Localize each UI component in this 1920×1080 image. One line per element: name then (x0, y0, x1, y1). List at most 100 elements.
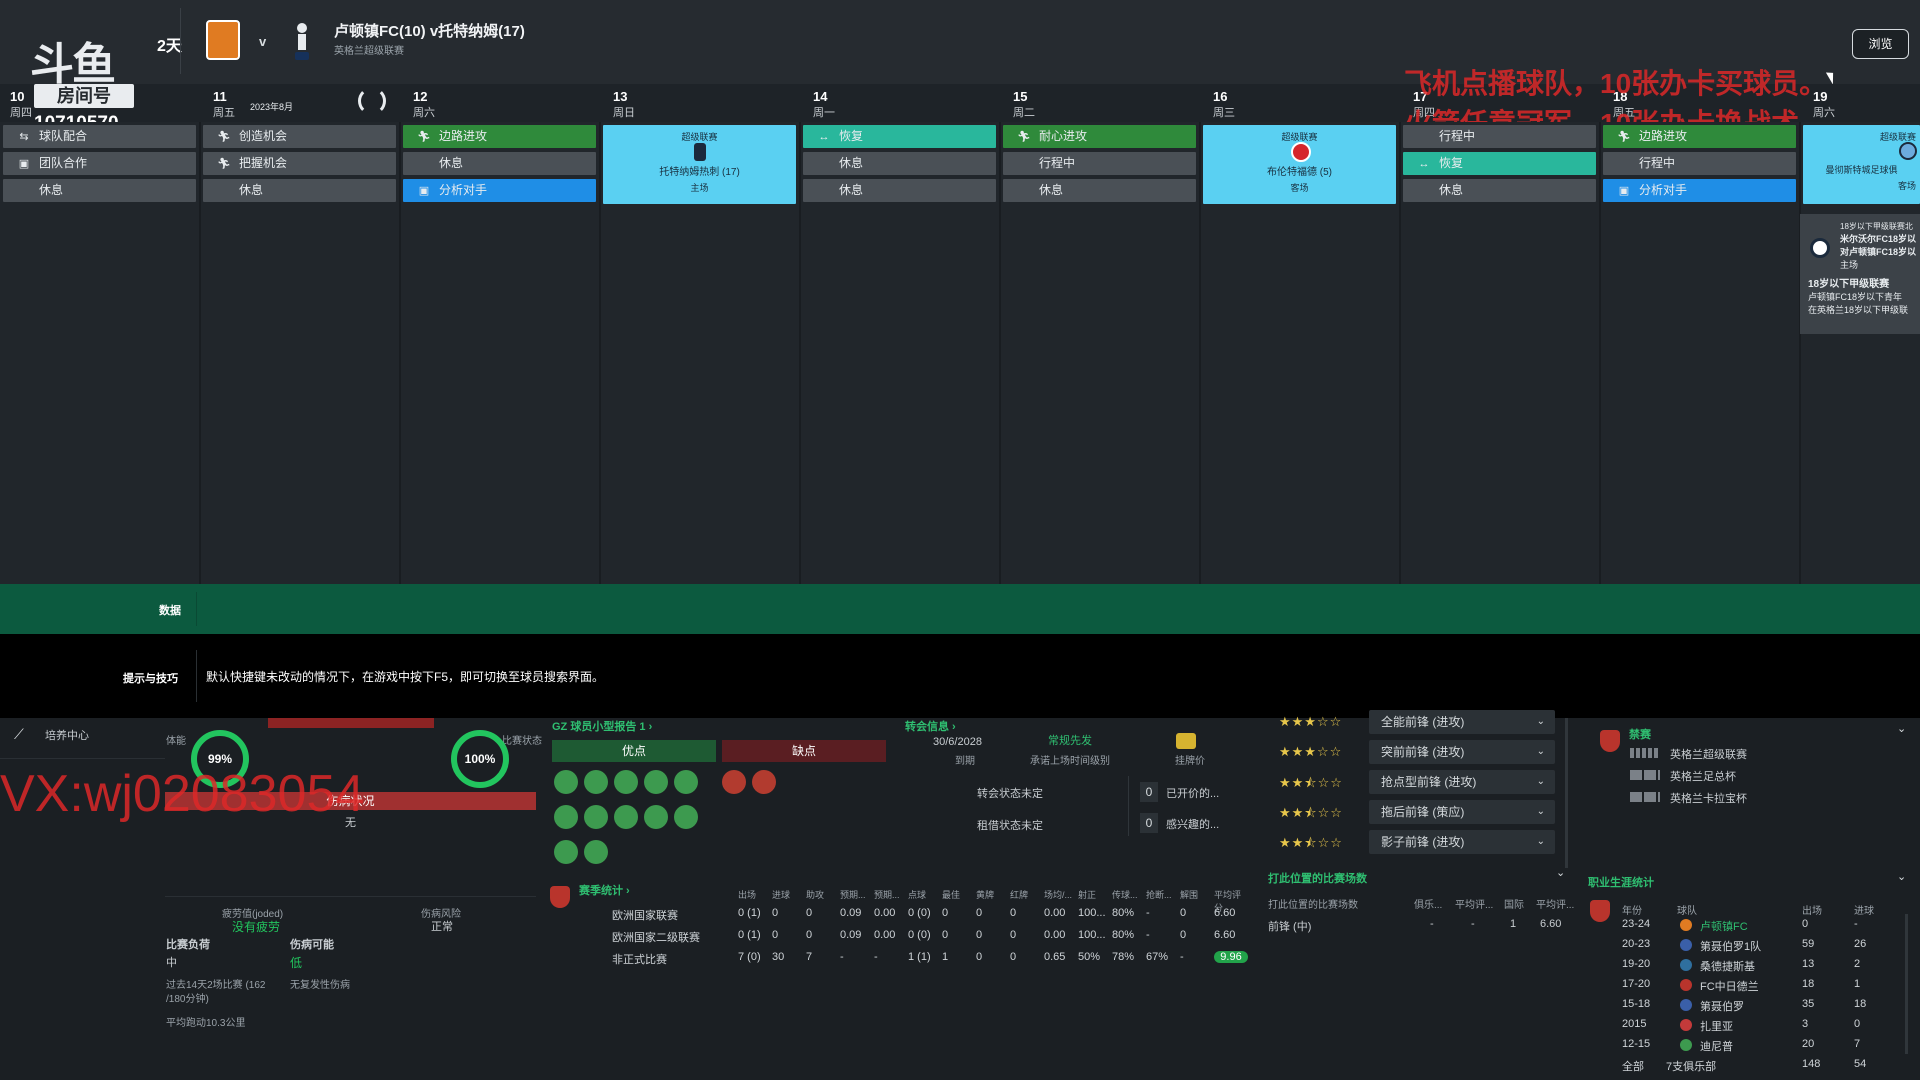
training-center-link[interactable]: 培养中心 (45, 730, 89, 742)
session-slot[interactable]: 🏃︎ 耐心进攻 (1003, 125, 1196, 148)
runner-icon: 🏃︎ (217, 131, 231, 143)
scrollbar[interactable] (1905, 914, 1908, 1054)
session-slot[interactable]: 行程中 (1003, 152, 1196, 175)
season-col-header[interactable]: 平均评分 (1214, 890, 1242, 913)
session-slot[interactable]: ▣ 分析对手 (403, 179, 596, 202)
role-dropdown[interactable]: 全能前锋 (进攻) ⌄ (1369, 710, 1555, 734)
attribute-icon[interactable] (554, 840, 578, 864)
session-slot[interactable]: ⇆ 球队配合 (3, 125, 196, 148)
session-slot[interactable]: 🏃︎ 把握机会 (203, 152, 396, 175)
attribute-icon[interactable] (614, 770, 638, 794)
attribute-icon[interactable] (722, 770, 746, 794)
season-col-header[interactable]: 最佳 (942, 890, 961, 900)
session-slot[interactable]: 行程中 (1403, 125, 1596, 148)
session-slot[interactable]: ↔ 恢复 (803, 125, 996, 148)
session-slot[interactable]: ▣ 分析对手 (1603, 179, 1796, 202)
attribute-icon[interactable] (614, 805, 638, 829)
day-header-19[interactable]: 19 周六 (1813, 89, 1913, 120)
season-col-header[interactable]: 抢断... (1146, 890, 1172, 900)
attribute-icon[interactable] (584, 805, 608, 829)
role-dropdown[interactable]: 抢点型前锋 (进攻) ⌄ (1369, 770, 1555, 794)
role-dropdown[interactable]: 影子前锋 (进攻) ⌄ (1369, 830, 1555, 854)
day-header-10[interactable]: 10 周四 (10, 89, 210, 120)
role-dropdown[interactable]: 突前前锋 (进攻) ⌄ (1369, 740, 1555, 764)
tottenham-crest-icon[interactable] (289, 20, 315, 62)
table-row[interactable]: 欧洲国家二级联赛 0 (1) 0 0 0.09 0.00 0 (0) 0 0 0 0.00 100..… (585, 926, 1250, 946)
youth-match-card[interactable]: 18岁以下甲级联赛北 米尔沃尔FC18岁以 对卢顿镇FC18岁以 主场 18岁以… (1800, 214, 1920, 334)
attribute-icon[interactable] (674, 805, 698, 829)
offers-label[interactable]: 已开价的... (1166, 788, 1220, 800)
data-tab[interactable]: 数据 (159, 605, 181, 617)
attribute-icon[interactable] (674, 770, 698, 794)
attribute-icon[interactable] (644, 805, 668, 829)
stream-overlay-vx: VX:wj02083054 (0, 765, 365, 823)
session-slot[interactable]: ↔ 恢复 (1403, 152, 1596, 175)
match-card-away[interactable]: 超级联赛 布伦特福德 (5) 客场 (1203, 125, 1396, 204)
session-slot[interactable]: 休息 (1403, 179, 1596, 202)
season-col-header[interactable]: 进球 (772, 890, 791, 900)
attribute-icon[interactable] (554, 805, 578, 829)
season-col-header[interactable]: 解围 (1180, 890, 1199, 900)
season-col-header[interactable]: 黄牌 (976, 890, 995, 900)
session-slot[interactable]: 🏃︎ 创造机会 (203, 125, 396, 148)
day-header-18[interactable]: 18 周五 (1613, 89, 1813, 120)
interest-label[interactable]: 感兴趣的... (1166, 819, 1220, 831)
session-slot[interactable]: 🏃︎ 边路进攻 (403, 125, 596, 148)
chevron-down-icon[interactable]: ⌄ (1897, 871, 1907, 883)
luton-crest-icon[interactable] (206, 20, 240, 60)
stamina-ring: 99% (191, 730, 249, 788)
season-col-header[interactable]: 预期... (840, 890, 866, 900)
season-col-header[interactable]: 射正 (1078, 890, 1097, 900)
season-col-header[interactable]: 预期... (874, 890, 900, 900)
asking-price-label: 挂牌价 (1175, 756, 1205, 767)
attribute-icon[interactable] (752, 770, 776, 794)
career-season: 19-20 (1622, 958, 1651, 970)
match-title[interactable]: 卢顿镇FC(10) v托特纳姆(17) (334, 23, 525, 40)
col-header[interactable]: 俱乐... (1414, 900, 1443, 911)
col-header[interactable]: 国际 (1504, 900, 1524, 911)
chevron-down-icon[interactable]: ⌄ (1897, 723, 1907, 735)
season-stats-link[interactable]: 赛季统计 › (579, 885, 630, 897)
scout-report-link[interactable]: GZ 球员小型报告 1 › (552, 721, 653, 733)
day-header-14[interactable]: 14 周一 (813, 89, 1013, 120)
table-row[interactable]: 非正式比赛 7 (0) 30 7- -1 (1) 1 0 0 0.65 50% 78% 67% -9.9… (585, 948, 1250, 968)
day-header-12[interactable]: 12 周六 (413, 89, 613, 120)
session-slot[interactable]: 休息 (1003, 179, 1196, 202)
session-slot[interactable]: 🏃︎ 边路进攻 (1603, 125, 1796, 148)
day-number: 16 (1213, 89, 1228, 104)
season-col-header[interactable]: 场均/... (1044, 890, 1073, 900)
session-slot[interactable]: 休息 (403, 152, 596, 175)
attribute-icon[interactable] (584, 770, 608, 794)
match-card-away[interactable]: 超级联赛 曼彻斯特城足球俱 客场 (1803, 125, 1920, 204)
session-slot[interactable]: 休息 (803, 152, 996, 175)
session-slot[interactable]: 行程中 (1603, 152, 1796, 175)
season-col-header[interactable]: 点球 (908, 890, 927, 900)
injury-risk-value: 正常 (431, 921, 453, 933)
day-header-16[interactable]: 16 周三 (1213, 89, 1413, 120)
day-header-15[interactable]: 15 周二 (1013, 89, 1213, 120)
attribute-icon[interactable] (644, 770, 668, 794)
season-col-header[interactable]: 助攻 (806, 890, 825, 900)
day-header-13[interactable]: 13 周日 (613, 89, 813, 120)
role-dropdown[interactable]: 拖后前锋 (策应) ⌄ (1369, 800, 1555, 824)
season-col-header[interactable]: 出场 (738, 890, 757, 900)
col-header[interactable]: 平均评... (1536, 900, 1575, 911)
browse-button[interactable]: 浏览 (1852, 29, 1909, 59)
attribute-icon[interactable] (584, 840, 608, 864)
scrollbar[interactable] (1565, 718, 1568, 868)
session-slot[interactable]: ▣ 团队合作 (3, 152, 196, 175)
season-col-header[interactable]: 红牌 (1010, 890, 1029, 900)
table-row[interactable]: 欧洲国家联赛 0 (1) 0 0 0.09 0.00 0 (0) 0 0 0 0.00 100... 8… (585, 904, 1250, 924)
season-col-header[interactable]: 传球... (1112, 890, 1138, 900)
chevron-down-icon[interactable]: ⌄ (1556, 867, 1566, 879)
col-header[interactable]: 平均评... (1455, 900, 1494, 911)
session-slot[interactable]: 休息 (803, 179, 996, 202)
day-header-11[interactable]: 11 周五 (213, 89, 413, 120)
session-slot[interactable]: 休息 (3, 179, 196, 202)
match-card-home[interactable]: 超级联赛 托特纳姆热刺 (17) 主场 (603, 125, 796, 204)
session-slot[interactable]: 休息 (203, 179, 396, 202)
day-header-17[interactable]: 17 周四 (1413, 89, 1613, 120)
attribute-icon[interactable] (554, 770, 578, 794)
condition-ring: 100% (451, 730, 509, 788)
transfer-info-link[interactable]: 转会信息 › (905, 721, 956, 733)
